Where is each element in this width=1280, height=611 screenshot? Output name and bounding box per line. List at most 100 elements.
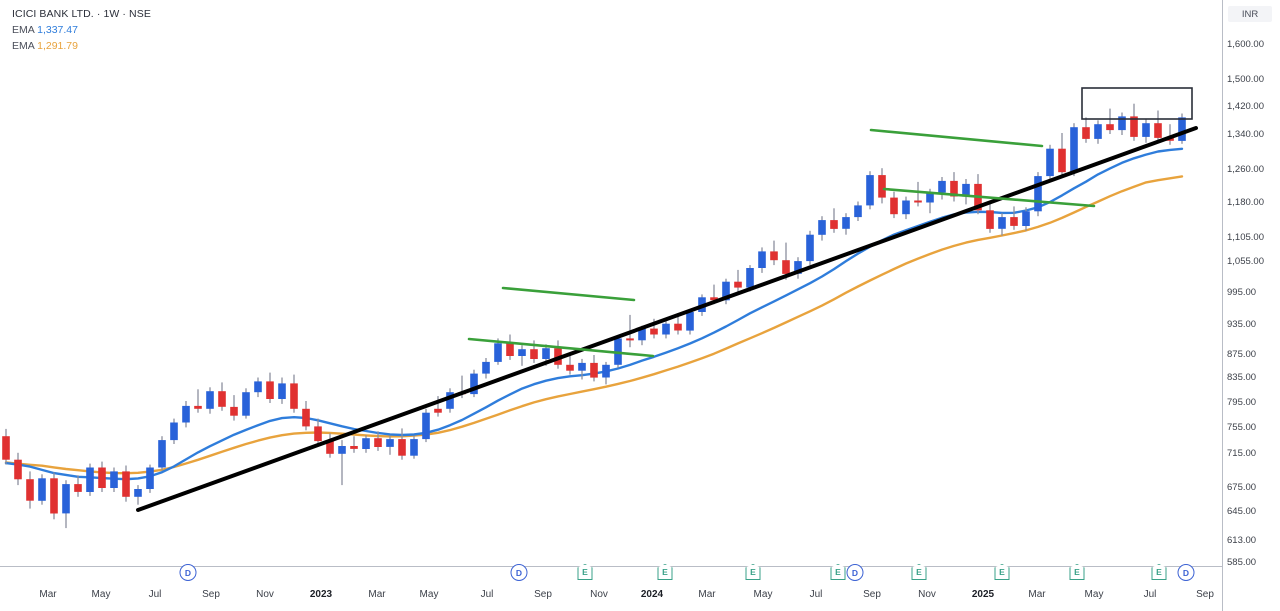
candle-body <box>866 175 874 206</box>
time-tick-month: Jul <box>1143 589 1157 600</box>
legend-ema-fast[interactable]: EMA 1,337.47 <box>12 23 151 38</box>
candle-body <box>362 438 370 449</box>
candle-body <box>74 484 82 492</box>
dividend-marker-icon[interactable]: D <box>846 564 864 581</box>
candle-body <box>158 440 166 468</box>
time-tick-year: 2023 <box>309 589 333 600</box>
currency-badge: INR <box>1228 6 1272 22</box>
time-tick-month: Mar <box>39 589 57 600</box>
price-tick: 1,055.00 <box>1227 256 1264 267</box>
time-tick-month: May <box>419 589 439 600</box>
channel-trendline[interactable] <box>882 187 1096 208</box>
price-plot[interactable] <box>0 0 1222 566</box>
chart-legend: ICICI BANK LTD. · 1W · NSE EMA 1,337.47 … <box>12 7 151 54</box>
candle-body <box>446 392 454 409</box>
earnings-marker-icon[interactable]: E <box>745 564 761 580</box>
candle-body <box>986 210 994 229</box>
earnings-marker-icon[interactable]: E <box>911 564 927 580</box>
earnings-marker-icon[interactable]: E <box>830 564 846 580</box>
candle-body <box>1106 124 1114 131</box>
price-tick: 755.00 <box>1227 422 1257 433</box>
candle-body <box>1154 123 1162 138</box>
candle-body <box>950 180 958 197</box>
candle-body <box>1010 217 1018 226</box>
dividend-marker-icon[interactable]: D <box>1177 564 1195 581</box>
earnings-marker-icon[interactable]: E <box>1069 564 1085 580</box>
candle-body <box>398 439 406 456</box>
earnings-marker-icon[interactable]: E <box>577 564 593 580</box>
candle-body <box>794 261 802 274</box>
time-tick-month: Mar <box>698 589 716 600</box>
time-tick-month: Sep <box>534 589 552 600</box>
time-tick-month: Jul <box>809 589 823 600</box>
marker-letter: E <box>1069 564 1085 580</box>
time-tick-month: Mar <box>368 589 386 600</box>
legend-ema-slow-value: 1,291.79 <box>37 39 78 52</box>
candle-body <box>422 412 430 440</box>
candle-body <box>1178 117 1186 141</box>
candle-body <box>638 328 646 341</box>
candle-body <box>1034 176 1042 212</box>
price-tick: 1,500.00 <box>1227 74 1264 85</box>
marker-letter: E <box>830 564 846 580</box>
candle-body <box>86 467 94 492</box>
candle-body <box>326 441 334 454</box>
candle-body <box>1022 211 1030 226</box>
marker-letter: E <box>1151 564 1167 580</box>
price-tick: 995.00 <box>1227 287 1257 298</box>
symbol-title[interactable]: ICICI BANK LTD. · 1W · NSE <box>12 8 151 20</box>
earnings-marker-icon[interactable]: E <box>994 564 1010 580</box>
candle-body <box>110 471 118 488</box>
candle-body <box>770 251 778 261</box>
candle-body <box>602 364 610 378</box>
dividend-marker-icon[interactable]: D <box>179 564 197 581</box>
candle-body <box>170 422 178 441</box>
channel-trendline[interactable] <box>501 286 636 302</box>
marker-letter: D <box>179 564 197 581</box>
candle-body <box>566 364 574 371</box>
channel-trendline[interactable] <box>467 337 655 358</box>
candle-body <box>626 338 634 341</box>
candle-body <box>1046 148 1054 177</box>
candle-body <box>938 180 946 193</box>
price-tick: 1,180.00 <box>1227 197 1264 208</box>
candle-body <box>50 478 58 514</box>
marker-letter: E <box>657 564 673 580</box>
marker-letter: E <box>745 564 761 580</box>
consolidation-box[interactable] <box>1081 87 1193 120</box>
time-tick-month: Sep <box>1196 589 1214 600</box>
candle-body <box>914 200 922 203</box>
candle-body <box>662 323 670 335</box>
candle-body <box>2 436 10 460</box>
time-tick-month: Nov <box>590 589 608 600</box>
legend-ema-slow[interactable]: EMA 1,291.79 <box>12 39 151 54</box>
candle-body <box>14 459 22 480</box>
candle-body <box>998 217 1006 229</box>
candle-body <box>314 426 322 442</box>
dividend-marker-icon[interactable]: D <box>510 564 528 581</box>
time-tick-month: Nov <box>256 589 274 600</box>
time-tick-month: Mar <box>1028 589 1046 600</box>
candle-body <box>62 484 70 514</box>
candle-body <box>266 381 274 399</box>
candle-body <box>1118 116 1126 131</box>
marker-letter: D <box>846 564 864 581</box>
support-trendline[interactable] <box>136 126 1198 512</box>
channel-trendline[interactable] <box>869 128 1044 148</box>
candle-body <box>98 467 106 488</box>
candle-body <box>890 197 898 215</box>
earnings-marker-icon[interactable]: E <box>1151 564 1167 580</box>
candle-body <box>146 467 154 489</box>
candle-body <box>722 281 730 301</box>
time-tick-month: Jul <box>148 589 162 600</box>
earnings-marker-icon[interactable]: E <box>657 564 673 580</box>
candle-body <box>470 373 478 395</box>
price-axis[interactable]: INR 1,600.00 1,500.00 1,420.00 1,340.00 1,26… <box>1222 0 1280 611</box>
candle-body <box>506 343 514 356</box>
candle-body <box>1142 123 1150 137</box>
time-axis[interactable]: Mar May Jul Sep Nov 2023 Mar May Jul Sep Nov 2024 Ma… <box>0 567 1222 611</box>
candle-body <box>290 383 298 409</box>
candlestick-series <box>2 103 1186 529</box>
price-tick: 715.00 <box>1227 448 1257 459</box>
candle-body <box>482 361 490 374</box>
